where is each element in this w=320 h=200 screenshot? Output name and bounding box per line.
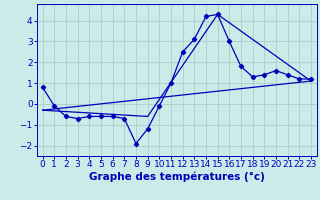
X-axis label: Graphe des températures (°c): Graphe des températures (°c) bbox=[89, 172, 265, 182]
